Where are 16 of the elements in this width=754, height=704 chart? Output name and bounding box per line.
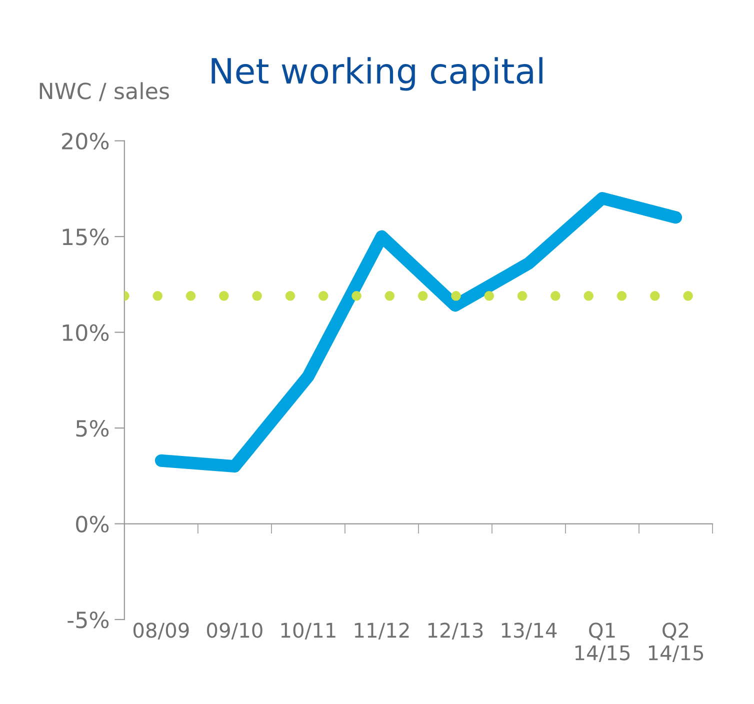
x-tick-label: 11/12 (354, 622, 409, 640)
x-tick-label: Q2 14/15 (648, 622, 704, 662)
chart-title: Net working capital (212, 57, 542, 91)
y-tick-label: 20% (62, 132, 109, 150)
x-tick-label: 13/14 (502, 622, 557, 640)
y-tick-label: 0% (76, 516, 109, 533)
x-tick-label: 12/13 (428, 622, 483, 640)
y-tick-label: -5% (68, 611, 109, 628)
x-tick-label: 09/10 (206, 622, 262, 640)
y-tick-label: 15% (62, 228, 109, 246)
y-tick-label: 5% (76, 420, 109, 437)
x-tick-label: 08/09 (133, 622, 189, 640)
y-tick-label: 10% (62, 324, 109, 342)
x-tick-label: Q1 14/15 (575, 622, 630, 662)
y-axis-title: NWC / sales (40, 82, 169, 102)
x-tick-label: 10/11 (281, 622, 336, 640)
